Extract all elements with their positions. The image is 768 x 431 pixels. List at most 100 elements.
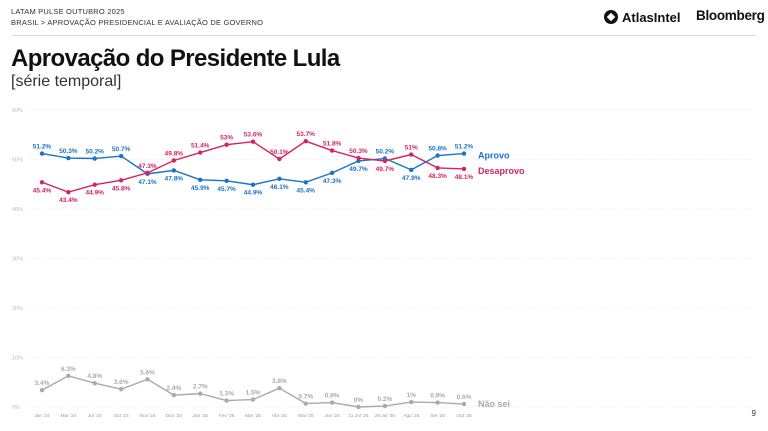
x-tick-label: Jul '24	[88, 413, 102, 419]
approve-point	[39, 151, 45, 156]
atlasintel-logo: AtlasIntel	[604, 8, 681, 26]
unsure-data-label: 3.4%	[35, 380, 50, 387]
unsure-point	[409, 399, 414, 405]
disapprove-data-label: 44.9%	[86, 190, 105, 197]
approve-data-label: 50.7%	[112, 146, 131, 153]
disapprove-data-label: 49.7%	[376, 166, 395, 173]
approve-data-label: 47.1%	[138, 179, 157, 186]
x-tick-label: Mai '25	[298, 413, 314, 419]
disapprove-point	[118, 178, 124, 183]
disapprove-point	[303, 138, 308, 144]
approve-point	[461, 151, 467, 156]
disapprove-data-label: 47.3%	[138, 163, 157, 170]
approve-data-label: 45.7%	[217, 186, 236, 193]
disapprove-series-name: Desaprovo	[478, 166, 525, 176]
x-tick-label: 11 Jul '25	[348, 413, 368, 419]
unsure-data-label: 0%	[354, 397, 364, 404]
approve-data-label: 45.4%	[297, 187, 316, 194]
disapprove-data-label: 51%	[405, 145, 418, 152]
disapprove-point	[277, 156, 282, 162]
unsure-data-label: 3.6%	[114, 379, 129, 386]
approve-point	[171, 168, 177, 173]
approve-point	[224, 178, 229, 183]
header-divider	[11, 35, 757, 36]
unsure-data-label: 1%	[407, 392, 417, 399]
approve-data-label: 47.8%	[165, 175, 184, 182]
disapprove-point	[145, 170, 150, 176]
unsure-data-label: 1.5%	[246, 390, 261, 397]
unsure-point	[329, 400, 335, 405]
disapprove-point	[171, 158, 177, 163]
unsure-data-label: 0.7%	[298, 394, 313, 401]
disapprove-data-label: 45.8%	[112, 185, 131, 192]
approve-point	[409, 167, 414, 173]
disapprove-data-label: 50.3%	[349, 148, 368, 155]
disapprove-data-label: 51.4%	[191, 143, 210, 150]
unsure-point	[277, 385, 282, 391]
disapprove-point	[198, 150, 203, 155]
approve-data-label: 49.7%	[349, 166, 368, 173]
y-tick-label: 0%	[12, 405, 20, 411]
disapprove-point	[39, 180, 45, 185]
approve-point	[435, 153, 440, 158]
disapprove-data-label: 53.7%	[297, 131, 316, 138]
disapprove-point	[92, 182, 97, 187]
approve-data-label: 51.2%	[455, 144, 474, 151]
x-tick-label: Abr '25	[272, 413, 287, 419]
x-tick-label: Fev '25	[219, 413, 235, 419]
approve-data-label: 47.9%	[402, 175, 421, 182]
unsure-point	[39, 387, 45, 393]
disapprove-data-label: 48.3%	[428, 173, 447, 180]
x-tick-label: Set '25	[430, 413, 445, 419]
approve-data-label: 50.2%	[86, 149, 105, 156]
disapprove-data-label: 50.1%	[270, 149, 289, 156]
approve-point	[118, 153, 124, 159]
unsure-data-label: 1.3%	[219, 391, 234, 398]
unsure-point	[145, 377, 150, 382]
disapprove-point	[409, 152, 414, 157]
approve-data-label: 46.1%	[270, 184, 289, 191]
disapprove-point	[356, 155, 361, 161]
unsure-point	[171, 392, 177, 398]
x-tick-label: Dez '24	[166, 413, 182, 419]
header-breadcrumb: BRASIL > APROVAÇÃO PRESIDENCIAL E AVALIA…	[11, 18, 264, 27]
page-number: 9	[751, 409, 756, 418]
disapprove-data-label: 43.4%	[59, 197, 78, 204]
unsure-data-label: 4.8%	[87, 373, 102, 380]
unsure-point	[92, 381, 97, 386]
approve-point	[66, 155, 71, 161]
unsure-data-label: 5.6%	[140, 369, 155, 376]
x-tick-label: Ago '25	[403, 413, 419, 419]
x-tick-label: Jan '24	[34, 413, 50, 419]
unsure-data-label: 0.2%	[377, 396, 392, 403]
disapprove-point	[250, 139, 256, 144]
approve-point	[329, 170, 335, 176]
unsure-data-label: 6.3%	[61, 366, 76, 373]
atlasintel-logo-icon	[604, 10, 618, 24]
y-tick-label: 10%	[12, 356, 23, 362]
unsure-point	[356, 404, 361, 410]
unsure-point	[250, 397, 256, 402]
bloomberg-logo: Bloomberg	[696, 8, 765, 23]
unsure-point	[382, 403, 388, 409]
x-tick-label: 28 Jul '25	[375, 413, 396, 419]
unsure-data-label: 2.7%	[193, 384, 208, 391]
unsure-data-label: 0.9%	[325, 393, 340, 400]
unsure-point	[461, 401, 467, 407]
approve-data-label: 50.3%	[59, 148, 78, 155]
y-tick-label: 20%	[12, 306, 23, 312]
atlasintel-logo-text: AtlasIntel	[622, 9, 681, 25]
x-tick-label: Mar '25	[245, 413, 261, 419]
unsure-point	[224, 398, 229, 403]
disapprove-point	[66, 189, 71, 195]
disapprove-point	[224, 142, 229, 147]
disapprove-data-label: 45.4%	[33, 187, 52, 194]
y-tick-label: 40%	[12, 207, 23, 213]
disapprove-point	[435, 165, 440, 171]
y-tick-label: 30%	[12, 257, 23, 263]
disapprove-point	[382, 158, 388, 164]
unsure-point	[198, 391, 203, 396]
approve-data-label: 51.2%	[33, 144, 52, 151]
unsure-point	[118, 386, 124, 392]
approve-point	[277, 176, 282, 182]
